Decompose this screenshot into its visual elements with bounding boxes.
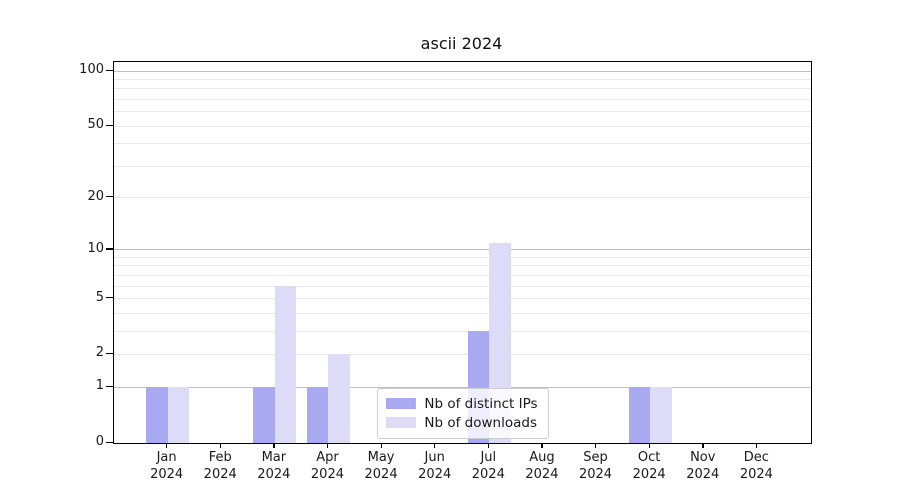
bar-distinct-ips	[146, 387, 168, 443]
y-tick-mark	[106, 196, 113, 198]
bar-downloads	[328, 354, 350, 443]
minor-gridline	[114, 165, 811, 167]
bar-downloads	[274, 286, 297, 443]
x-tick-label: Oct 2024	[632, 450, 666, 482]
legend-item: Nb of distinct IPs	[385, 394, 538, 413]
y-tick-mark	[106, 352, 113, 355]
legend-label: Nb of distinct IPs	[424, 395, 538, 412]
x-tick-label: May 2024	[364, 450, 398, 482]
minor-gridline	[114, 285, 811, 287]
minor-gridline	[114, 330, 811, 332]
bar-downloads	[650, 387, 672, 443]
y-tick-mark	[106, 69, 113, 71]
x-tick-mark	[702, 443, 704, 448]
legend: Nb of distinct IPs Nb of downloads	[376, 388, 549, 439]
major-gridline	[114, 386, 811, 388]
minor-gridline	[114, 98, 811, 100]
plot-area: Nb of distinct IPs Nb of downloads	[113, 61, 812, 444]
x-tick-mark	[487, 443, 490, 448]
x-tick-mark	[434, 443, 436, 448]
y-tick-mark	[106, 124, 113, 126]
y-tick-mark	[106, 248, 113, 250]
minor-gridline	[114, 78, 811, 80]
x-tick-label: Aug 2024	[525, 450, 559, 482]
x-tick-mark	[648, 443, 650, 448]
x-tick-label: Dec 2024	[739, 450, 773, 482]
y-tick-label: 0	[95, 434, 104, 449]
minor-gridline	[114, 256, 811, 258]
y-tick-label: 100	[79, 62, 104, 78]
x-tick-label: Apr 2024	[310, 450, 344, 482]
y-tick-mark	[106, 385, 113, 387]
x-tick-mark	[219, 443, 222, 448]
bar-distinct-ips	[628, 387, 651, 443]
x-tick-mark	[166, 443, 168, 448]
y-tick-mark	[106, 297, 113, 299]
bar-downloads	[167, 387, 190, 443]
x-tick-label: Jun 2024	[418, 450, 452, 482]
minor-gridline	[114, 143, 811, 145]
x-tick-label: Jul 2024	[471, 450, 505, 482]
legend-label: Nb of downloads	[424, 414, 537, 431]
x-tick-mark	[326, 443, 329, 448]
minor-gridline	[114, 125, 811, 127]
minor-gridline	[114, 353, 811, 355]
bar-distinct-ips	[253, 387, 275, 443]
y-tick-label: 20	[87, 188, 104, 204]
legend-item: Nb of downloads	[385, 413, 537, 432]
x-tick-mark	[273, 443, 275, 448]
x-tick-mark	[380, 443, 382, 448]
chart-title: ascii 2024	[420, 34, 503, 53]
x-tick-mark	[595, 443, 597, 448]
x-tick-mark	[755, 443, 758, 448]
y-tick-mark	[106, 441, 113, 443]
y-tick-label: 1	[95, 378, 104, 394]
legend-swatch	[385, 398, 416, 409]
minor-gridline	[114, 111, 811, 113]
minor-gridline	[114, 274, 811, 276]
bar-distinct-ips	[306, 387, 329, 443]
major-gridline	[114, 70, 811, 72]
x-tick-label: Feb 2024	[203, 450, 237, 482]
minor-gridline	[114, 265, 811, 267]
minor-gridline	[114, 88, 811, 90]
y-tick-label: 10	[87, 240, 104, 256]
y-tick-label: 5	[95, 289, 104, 305]
x-tick-label: Jan 2024	[150, 450, 184, 482]
minor-gridline	[114, 312, 811, 314]
y-tick-label: 50	[87, 117, 104, 133]
x-tick-mark	[541, 443, 543, 448]
x-tick-label: Sep 2024	[578, 450, 613, 482]
minor-gridline	[114, 298, 811, 300]
major-gridline	[114, 249, 811, 251]
legend-swatch	[385, 417, 416, 428]
y-tick-label: 2	[95, 345, 104, 361]
x-tick-label: Nov 2024	[686, 450, 720, 482]
minor-gridline	[114, 197, 811, 199]
x-tick-label: Mar 2024	[257, 450, 291, 482]
